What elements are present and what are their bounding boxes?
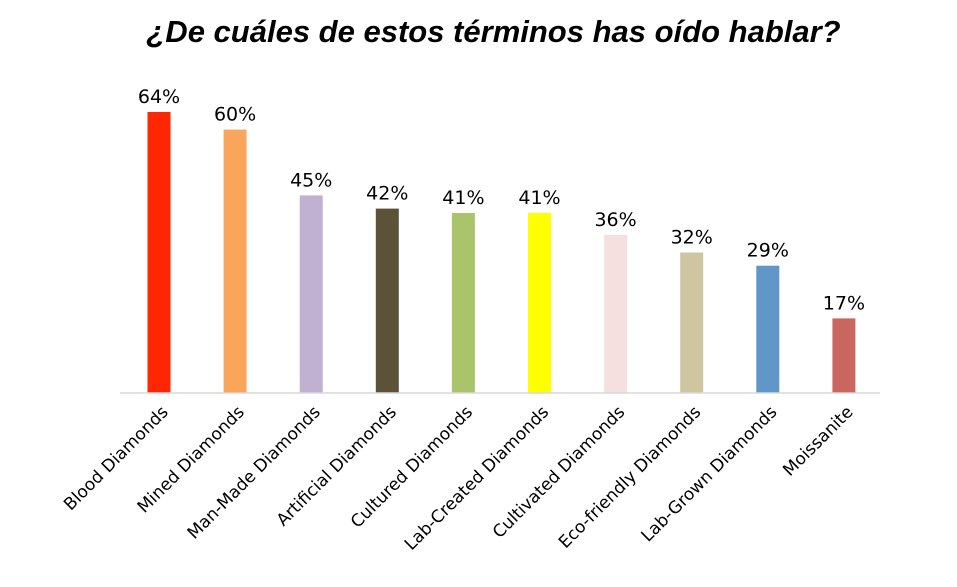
bar bbox=[451, 213, 475, 393]
bar bbox=[375, 208, 399, 393]
data-label: 36% bbox=[594, 209, 636, 231]
category-label: Man-Made Diamonds bbox=[184, 402, 325, 543]
data-label: 29% bbox=[747, 240, 789, 262]
bar bbox=[528, 213, 551, 393]
data-label: 60% bbox=[214, 104, 256, 126]
bar bbox=[299, 195, 323, 393]
bars-group bbox=[147, 112, 856, 393]
category-label: Lab-Created Diamonds bbox=[401, 402, 553, 554]
data-label: 41% bbox=[442, 187, 484, 209]
bar bbox=[223, 129, 247, 393]
category-label: Cultivated Diamonds bbox=[489, 402, 629, 542]
data-label: 32% bbox=[671, 227, 713, 249]
bar bbox=[604, 234, 628, 393]
bar bbox=[832, 318, 856, 393]
data-label: 41% bbox=[518, 187, 560, 209]
category-label: Lab-Grown Diamonds bbox=[638, 402, 782, 546]
data-label: 45% bbox=[290, 169, 332, 191]
category-label: Moissanite bbox=[779, 402, 857, 480]
bar bbox=[147, 112, 171, 393]
category-label: Eco-friendly Diamonds bbox=[555, 402, 705, 552]
value-labels-group: 64% 60% 45% 42% 41% 41% 36% 32% 29% 17% bbox=[138, 86, 865, 314]
data-label: 17% bbox=[823, 292, 865, 314]
data-label: 64% bbox=[138, 86, 180, 108]
bar bbox=[756, 265, 780, 393]
chart-title: ¿De cuáles de estos términos has oído ha… bbox=[146, 14, 841, 49]
bar bbox=[680, 252, 704, 393]
data-label: 42% bbox=[366, 183, 408, 205]
